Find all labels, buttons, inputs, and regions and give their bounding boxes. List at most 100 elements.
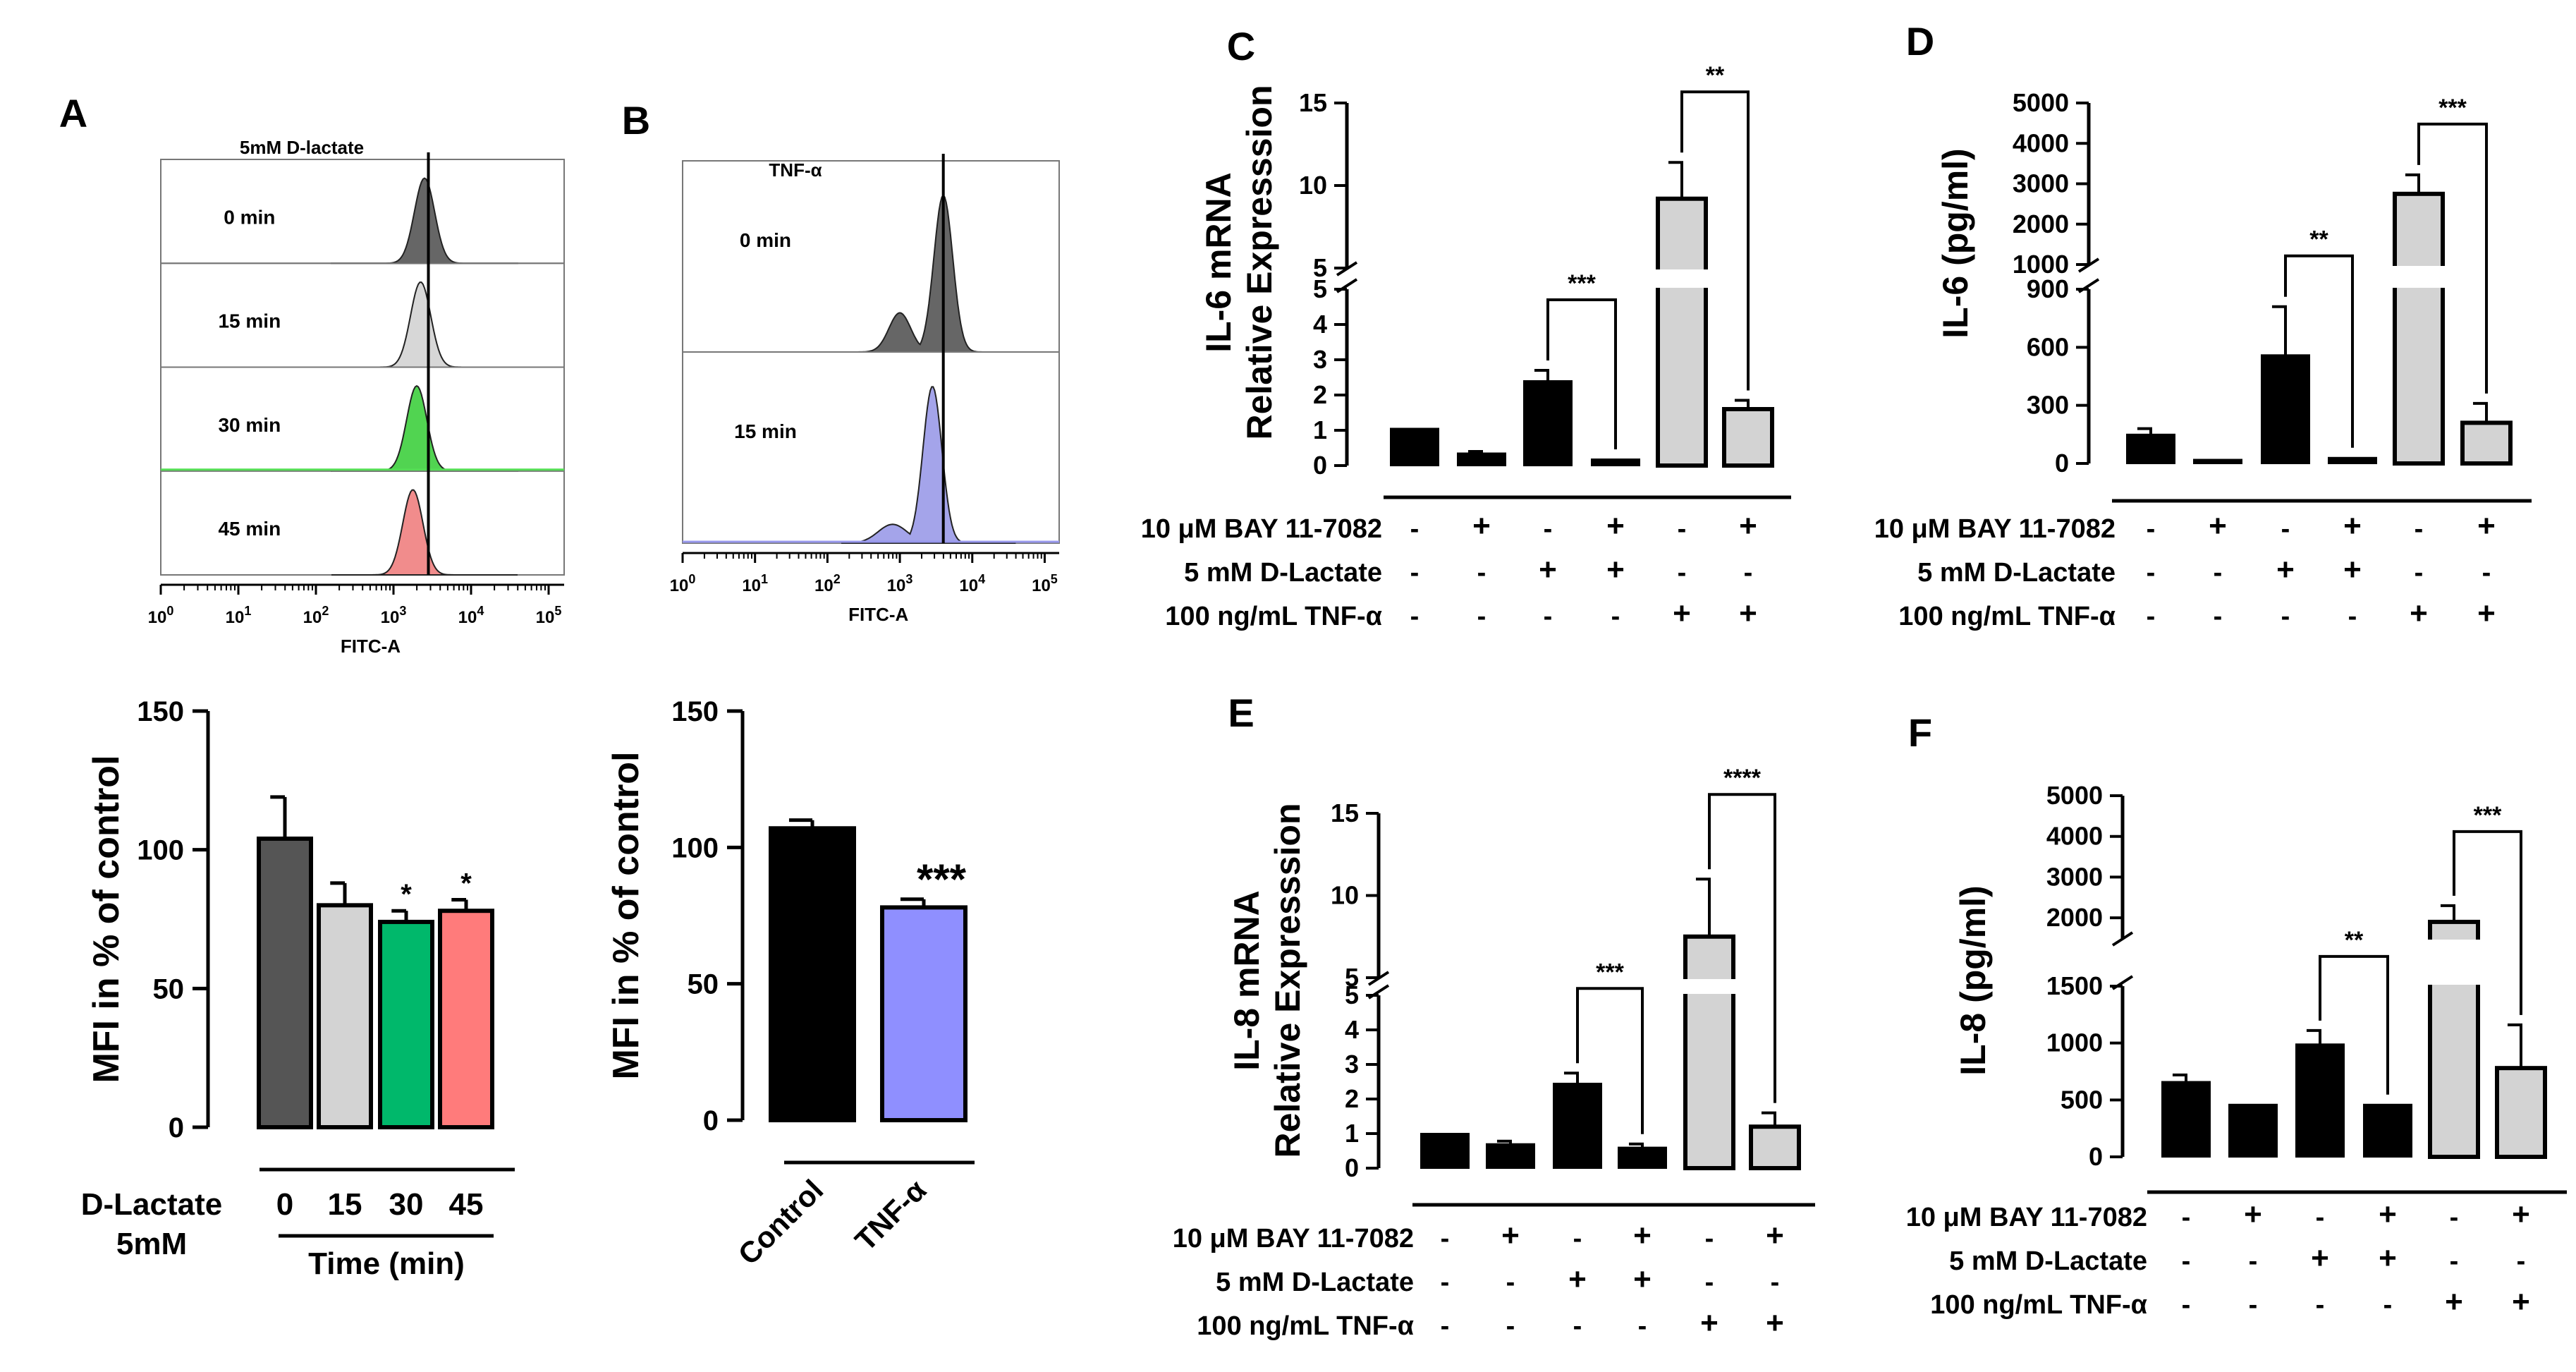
chart-c-y-tick-label: 10 bbox=[1299, 171, 1327, 200]
chart-f-treatment-sign: + bbox=[2445, 1285, 2463, 1319]
hist-a-x-tick-label: 100 bbox=[148, 604, 174, 627]
chart-c-y-tick-label: 5 bbox=[1313, 274, 1327, 303]
chart-d-y-tick-label: 600 bbox=[2027, 332, 2069, 361]
chart-e-treatment-sign: + bbox=[1568, 1262, 1587, 1297]
chart-d-significance-bracket bbox=[2417, 122, 2488, 394]
chart-e-significance-bracket bbox=[1576, 987, 1644, 1134]
chart-d-treatment-label: 10 μM BAY 11-7082 bbox=[1874, 514, 2116, 544]
chart-c-treatment-sign: - bbox=[1678, 558, 1687, 588]
hist-a-track-label: 45 min bbox=[218, 518, 281, 540]
panel-letter-F: F bbox=[1908, 710, 1932, 755]
bar-b-bar bbox=[769, 826, 856, 1123]
hist-a-x-tick-label: 103 bbox=[381, 604, 407, 627]
chart-f-y-tick-label: 1000 bbox=[2046, 1028, 2103, 1057]
bar-a-bar bbox=[317, 903, 373, 1130]
bar-a-significance: * bbox=[460, 868, 472, 899]
chart-d-treatment-sign: - bbox=[2281, 514, 2290, 544]
chart-d-treatment-sign: - bbox=[2281, 602, 2290, 631]
chart-c-bar bbox=[1390, 427, 1439, 466]
bar-a-group-label: D-Lactate bbox=[81, 1187, 223, 1222]
chart-e-treatment-sign: - bbox=[1506, 1311, 1515, 1341]
chart-c-y-tick-label: 2 bbox=[1313, 380, 1327, 409]
chart-e-treatment-sign: + bbox=[1633, 1218, 1652, 1253]
chart-c-significance-bracket bbox=[1546, 298, 1617, 449]
chart-d-treatment-sign: - bbox=[2147, 602, 2156, 631]
chart-d-bar bbox=[2393, 191, 2445, 466]
chart-f-y-tick-label: 500 bbox=[2061, 1085, 2103, 1114]
hist-a-x-label: FITC-A bbox=[341, 636, 401, 657]
hist-a-histogram-3 bbox=[331, 489, 518, 576]
chart-f-y-tick-label: 1500 bbox=[2046, 971, 2103, 1000]
bar-b-y-label: MFI in % of control bbox=[606, 751, 647, 1079]
chart-d-y-tick-label: 2000 bbox=[2013, 210, 2069, 238]
chart-d-y-tick-label: 3000 bbox=[2013, 169, 2069, 198]
chart-c-treatment-sign: + bbox=[1739, 509, 1757, 543]
chart-d-treatment-sign: + bbox=[2276, 552, 2295, 587]
bar-a-y-tick-label: 100 bbox=[137, 835, 184, 866]
chart-e-significance-label: **** bbox=[1723, 765, 1762, 791]
chart-e-treatment-sign: - bbox=[1705, 1224, 1714, 1253]
bar-b-y-tick-label: 150 bbox=[671, 696, 719, 727]
chart-f-y-tick-label: 2000 bbox=[2046, 903, 2103, 932]
chart-c-treatment-sign: - bbox=[1410, 602, 1420, 631]
chart-e-treatment-sign: - bbox=[1771, 1268, 1780, 1297]
bar-b-y-tick-label: 0 bbox=[703, 1105, 719, 1136]
chart-f-y-label: IL-8 (pg/ml) bbox=[1953, 885, 1993, 1075]
chart-e-treatment-sign: - bbox=[1573, 1311, 1582, 1341]
chart-c-y-tick-label: 15 bbox=[1299, 88, 1327, 117]
hist-b-x-tick-label: 101 bbox=[742, 572, 768, 595]
hist-a-x-tick-label: 101 bbox=[226, 604, 252, 627]
chart-d-treatment-sign: + bbox=[2477, 596, 2496, 631]
chart-d-treatment-sign: - bbox=[2214, 558, 2223, 588]
chart-e-y-tick-label: 5 bbox=[1345, 963, 1359, 992]
chart-d-treatment-sign: - bbox=[2415, 514, 2424, 544]
chart-c-bar bbox=[1523, 380, 1573, 466]
bar-a-y-tick-label: 150 bbox=[137, 696, 184, 727]
hist-a-track-label: 0 min bbox=[224, 206, 275, 228]
chart-d-y-label: IL-6 (pg/ml) bbox=[1936, 148, 1975, 338]
chart-e-treatment-sign: + bbox=[1501, 1218, 1520, 1253]
bar-a-category-label: 45 bbox=[449, 1187, 484, 1222]
chart-d-treatment-sign: - bbox=[2147, 514, 2156, 544]
panel-letter-B: B bbox=[622, 98, 650, 142]
chart-c-treatment-sign: + bbox=[1606, 509, 1625, 543]
chart-d-bar bbox=[2126, 433, 2175, 464]
chart-f-bar bbox=[2295, 1043, 2345, 1158]
chart-e-bar bbox=[1618, 1146, 1667, 1169]
bar-a-bar bbox=[257, 836, 313, 1130]
chart-e-y-tick-label: 10 bbox=[1331, 881, 1359, 910]
chart-d-treatment-sign: + bbox=[2343, 509, 2362, 543]
chart-e-treatment-sign: - bbox=[1638, 1311, 1647, 1341]
chart-e-treatment-sign: - bbox=[1441, 1224, 1450, 1253]
bar-a-significance: * bbox=[401, 879, 412, 910]
chart-f-treatment-sign: - bbox=[2517, 1246, 2526, 1276]
chart-c-significance-label: ** bbox=[1706, 62, 1725, 89]
chart-d-significance-label: *** bbox=[2438, 95, 2467, 121]
chart-f-treatment-sign: + bbox=[2244, 1197, 2262, 1232]
hist-b-x-tick-label: 103 bbox=[887, 572, 913, 595]
chart-f-treatment-sign: - bbox=[2450, 1246, 2459, 1276]
chart-e-bar bbox=[1553, 1082, 1602, 1169]
chart-d-treatment-sign: - bbox=[2214, 602, 2223, 631]
chart-d-bar bbox=[2261, 354, 2310, 464]
chart-e-treatment-sign: + bbox=[1633, 1262, 1652, 1297]
bar-a-category-label: 30 bbox=[389, 1187, 424, 1222]
chart-f-bar bbox=[2161, 1081, 2211, 1158]
chart-f-treatment-sign: + bbox=[2512, 1285, 2530, 1319]
chart-e-treatment-sign: - bbox=[1441, 1268, 1450, 1297]
chart-c-treatment-sign: + bbox=[1539, 552, 1557, 587]
bar-a-group-label-2: 5mM bbox=[116, 1227, 187, 1261]
chart-f-bar-break-gap bbox=[2426, 940, 2482, 985]
chart-c-treatment-label: 5 mM D-Lactate bbox=[1184, 558, 1382, 588]
chart-f-y-tick-label: 3000 bbox=[2046, 862, 2103, 891]
hist-b-x-tick-label: 102 bbox=[814, 572, 841, 595]
chart-c-treatment-sign: - bbox=[1410, 558, 1420, 588]
bar-b-y-tick-label: 100 bbox=[671, 832, 719, 863]
chart-c-y-label-2: Relative Expresssion bbox=[1240, 85, 1279, 439]
chart-e-bar bbox=[1420, 1133, 1470, 1169]
chart-e-y-tick-label: 1 bbox=[1345, 1119, 1359, 1148]
bar-a-x-label: Time (min) bbox=[308, 1246, 465, 1281]
chart-e-y-tick-label: 15 bbox=[1331, 799, 1359, 827]
chart-d-y-tick-label: 0 bbox=[2055, 449, 2069, 478]
